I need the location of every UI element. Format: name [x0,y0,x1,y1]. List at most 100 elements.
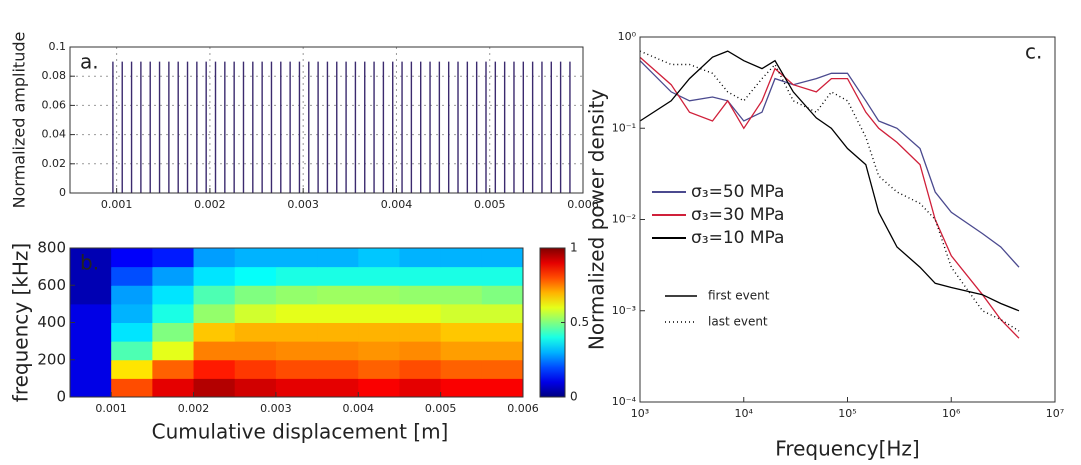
heatmap-cell [399,303,442,323]
heatmap-cell [193,248,236,268]
x-tick-label: 0.001 [95,402,127,415]
heatmap-cell [193,266,236,286]
y-tick-label: 0 [59,186,66,199]
heatmap-cell [440,303,483,323]
y-tick-label: 800 [37,239,66,257]
heatmap-cell [193,322,236,342]
y-tick-label: 0.1 [49,40,67,53]
heatmap-cell [317,266,359,286]
heatmap-cell [399,285,442,305]
heatmap-cell [440,322,483,342]
heatmap-cell [275,285,318,305]
heatmap-cell [70,266,112,286]
heatmap-cell [234,266,277,286]
heatmap-cell [234,378,277,398]
spectrum-line [639,56,1020,339]
y-axis-label: frequency [kHz] [9,243,33,402]
x-tick-label: 0.002 [194,198,226,211]
spectrum-line [639,50,1020,312]
heatmap-cell [481,303,524,323]
heatmap-cell [70,359,112,379]
heatmap-cell [70,341,112,361]
panel-label: c. [1025,40,1042,64]
heatmap-cell [317,248,359,268]
heatmap-cell [70,285,112,305]
heatmap-cell [317,341,359,361]
colorbar [539,247,566,398]
heatmap-cell [358,341,400,361]
heatmap-cell [399,341,442,361]
x-axis-label: Cumulative displacement [m] [152,420,449,444]
x-tick-label: 10³ [631,407,649,420]
heatmap-cell [234,285,277,305]
heatmap-cell [440,378,483,398]
y-axis-label: Normalized power density [585,89,609,350]
spectrum-line [639,50,1020,332]
y-tick-label: 200 [37,350,66,368]
heatmap-cell [70,322,112,342]
heatmap-cell [152,322,195,342]
heatmap-cell [399,248,442,268]
heatmap-cell [481,285,524,305]
heatmap-cell [317,378,359,398]
legend-style-label: first event [708,289,770,303]
heatmap-cell [358,378,400,398]
x-tick-label: 0.003 [287,198,319,211]
x-tick-label: 0.005 [425,402,457,415]
heatmap-cell [193,341,236,361]
heatmap-cell [399,322,442,342]
heatmap-cell [481,322,524,342]
y-axis-label: Normalized amplitude [10,32,29,209]
heatmap-cell [358,359,400,379]
heatmap-cell [358,285,400,305]
heatmap-cell [358,266,400,286]
heatmap-cell [399,378,442,398]
heatmap-cell [70,378,112,398]
heatmap-cell [70,303,112,323]
x-tick-label: 0.006 [507,402,539,415]
heatmap-cell [111,359,153,379]
legend-label: σ₃=10 MPa [691,228,784,248]
heatmap-cell [193,285,236,305]
heatmap-cell [152,248,195,268]
x-tick-label: 0.006 [567,198,599,211]
heatmap-cell [111,341,153,361]
y-tick-label: 0 [56,388,66,406]
heatmap-cell [481,378,524,398]
heatmap-cell [193,359,236,379]
x-tick-label: 0.005 [474,198,506,211]
x-axis-label: Frequency[Hz] [775,437,919,461]
heatmap-cell [440,359,483,379]
y-tick-label: 10⁻⁴ [612,395,637,408]
colorbar-tick-label: 1 [570,241,578,255]
heatmap-cell [111,303,153,323]
heatmap-cell [234,341,277,361]
heatmap-cell [275,266,318,286]
spectrum-line [639,60,1020,268]
y-tick-label: 10⁰ [618,30,637,43]
heatmap-cell [317,285,359,305]
heatmap-cell [234,303,277,323]
x-tick-label: 10⁷ [1046,407,1064,420]
heatmap-cell [358,322,400,342]
x-tick-label: 10⁶ [942,407,961,420]
heatmap-cell [399,266,442,286]
x-tick-label: 0.004 [343,402,375,415]
heatmap-cell [317,359,359,379]
heatmap-cell [111,285,153,305]
heatmap-cell [481,266,524,286]
colorbar-tick-label: 0 [570,390,578,404]
heatmap-cell [234,359,277,379]
heatmap-cell [152,303,195,323]
y-tick-label: 0.08 [42,69,67,82]
heatmap-cell [358,248,400,268]
heatmap-cell [275,303,318,323]
x-tick-label: 0.003 [260,402,292,415]
heatmap-cell [440,266,483,286]
heatmap-cell [152,378,195,398]
colorbar-tick-label: 0.5 [570,315,589,329]
legend-style-label: last event [708,315,768,329]
heatmap-cell [275,378,318,398]
heatmap-cell [317,322,359,342]
